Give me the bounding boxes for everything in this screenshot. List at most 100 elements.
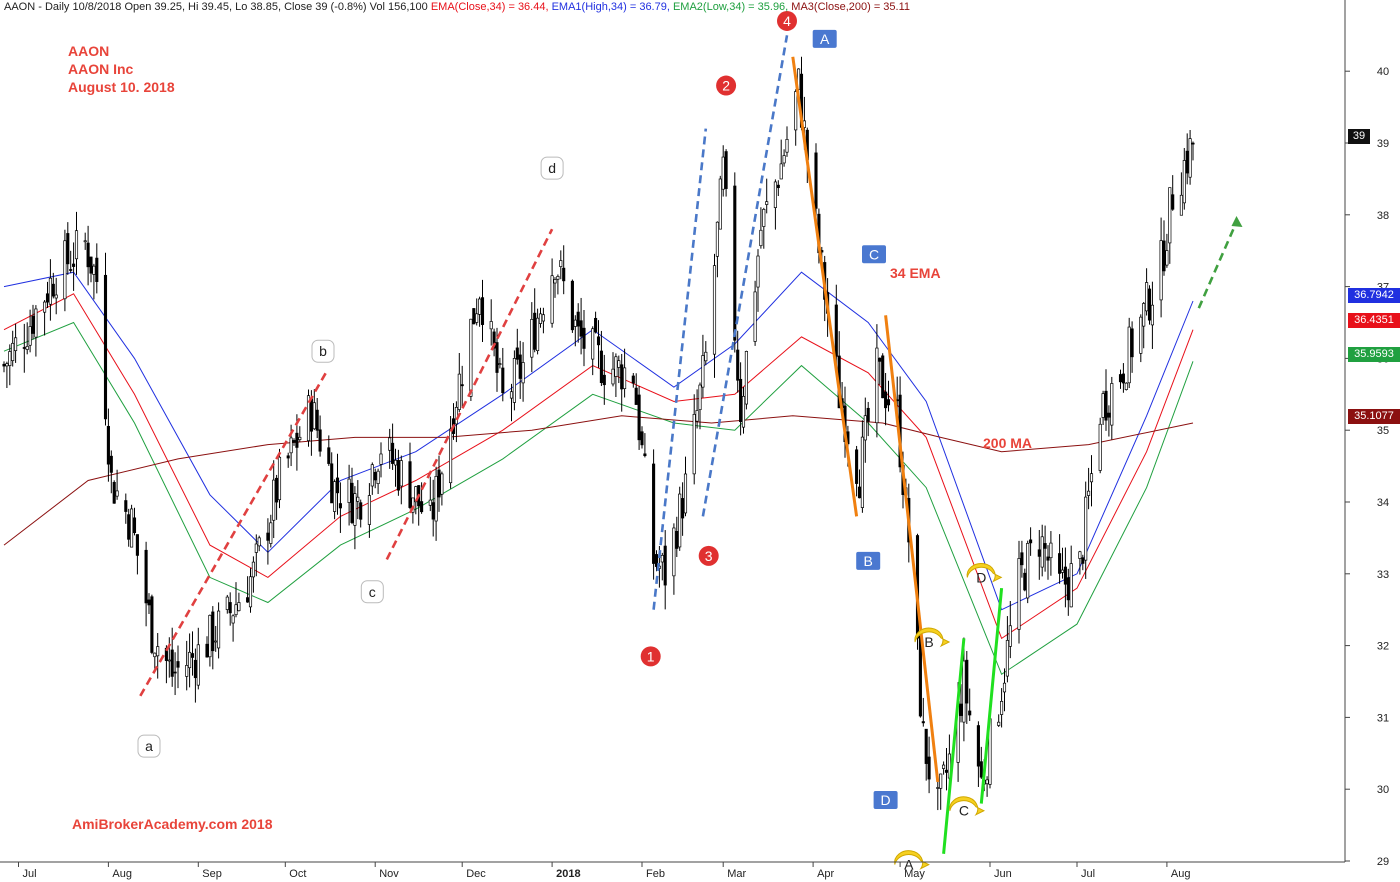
green_line-trendline [942,638,966,854]
candle-body [715,221,719,257]
wave-label-c-blue: C [862,245,886,264]
candle-body [315,409,319,431]
candle-body [579,320,583,337]
x-tick-label: Jul [23,868,37,880]
candle-body [1002,682,1007,693]
candle-body [512,357,516,403]
y-tick-label: 35 [1377,425,1389,437]
last-price-tag: 39 [1348,129,1370,144]
dashed_red-trendline [139,372,328,697]
candle-body [681,498,685,519]
candle-body [631,375,635,384]
wave-label-text: A [904,857,914,873]
header-ema-high: EMA1(High,34) = 36.79, [551,1,673,13]
candle-body [217,610,221,649]
candle-body [533,312,537,350]
candle-body [124,500,128,512]
y-tick-label: 30 [1377,784,1389,796]
candle-body [135,534,139,556]
candle-body [2,363,6,367]
candle-body [106,425,110,465]
candle-body [185,665,189,677]
candle-body [881,355,885,399]
candle-body [338,503,342,509]
candle-body [379,453,383,465]
candle-body [736,349,740,381]
candle-body [620,364,624,390]
candle-body [875,347,879,424]
candle-body [347,478,351,503]
dashed_blue-trendline [701,35,789,517]
wave-label-d-blue: D [873,790,898,809]
candle-body [765,201,769,205]
wave-label-d-yellow: D [966,562,1003,585]
candle-body [1142,303,1146,327]
green_line-trendline [979,588,1004,804]
candle-body [391,442,395,464]
candle-body [350,482,354,523]
candle-body [1023,572,1027,591]
candle-body [863,415,867,441]
orange_line-trendline [884,315,940,783]
wave-label-circle [716,75,737,96]
watermark: AmiBrokerAcademy.com 2018 [72,816,273,832]
candle-body [309,398,313,432]
candle-body [779,163,783,180]
wave-label-text: B [924,634,933,650]
candle-body [231,615,235,624]
candle-body [1107,412,1111,418]
candle-body [211,611,215,652]
x-tick-label: Mar [727,868,746,880]
candle-body [1165,250,1169,266]
candle-body [721,156,725,190]
candle-body [31,315,35,334]
candle-body [886,399,891,406]
candle-body [794,91,798,131]
candle-body [660,554,664,563]
y-tick-label: 33 [1377,569,1389,581]
candle-body [834,304,838,357]
wave-label-text: D [881,792,891,808]
candle-body [170,649,174,677]
wave-label-text: 3 [705,548,713,564]
wave-label-box [856,551,881,570]
candle-body [92,265,96,275]
candle-body [959,703,963,716]
candle-body [860,436,864,508]
candle-body [1185,150,1189,174]
candle-body [411,497,415,513]
candle-body [333,481,337,512]
wave-label-b-blue: B [856,551,881,570]
candle-body [295,432,299,448]
wave-label-c-yellow: C [949,796,986,819]
candle-body [370,464,374,487]
candle-body [376,470,380,484]
candle-body [251,561,255,578]
candle-body [985,779,989,785]
candle-body [246,597,250,603]
x-tick-label: Sep [202,868,222,880]
candle-body [1008,625,1012,647]
x-tick-label: May [904,868,925,880]
candle-body [1188,138,1192,178]
candle-body [193,659,197,679]
candle-body [51,283,55,297]
x-tick-label: Aug [1171,868,1191,880]
title-company: AAON Inc [68,61,134,77]
x-tick-label: Aug [112,868,132,880]
orange_line-trendline [791,56,859,517]
candle-body [489,321,493,330]
candle-body [11,342,15,361]
header-symbol-info: AAON - Daily 10/8/2018 Open 39.25, Hi 39… [4,1,431,13]
candle-body [286,455,290,459]
candle-body [449,428,453,484]
x-tick-label: Feb [646,868,665,880]
wave-label-text: 1 [647,648,655,664]
ema34-annotation: 34 EMA [890,265,941,281]
candle-body [89,256,93,274]
wave-label-a-white: a [137,734,161,758]
candle-body [698,384,702,411]
wave-label-circle [698,545,719,566]
wave-label-3-red: 3 [698,545,719,566]
